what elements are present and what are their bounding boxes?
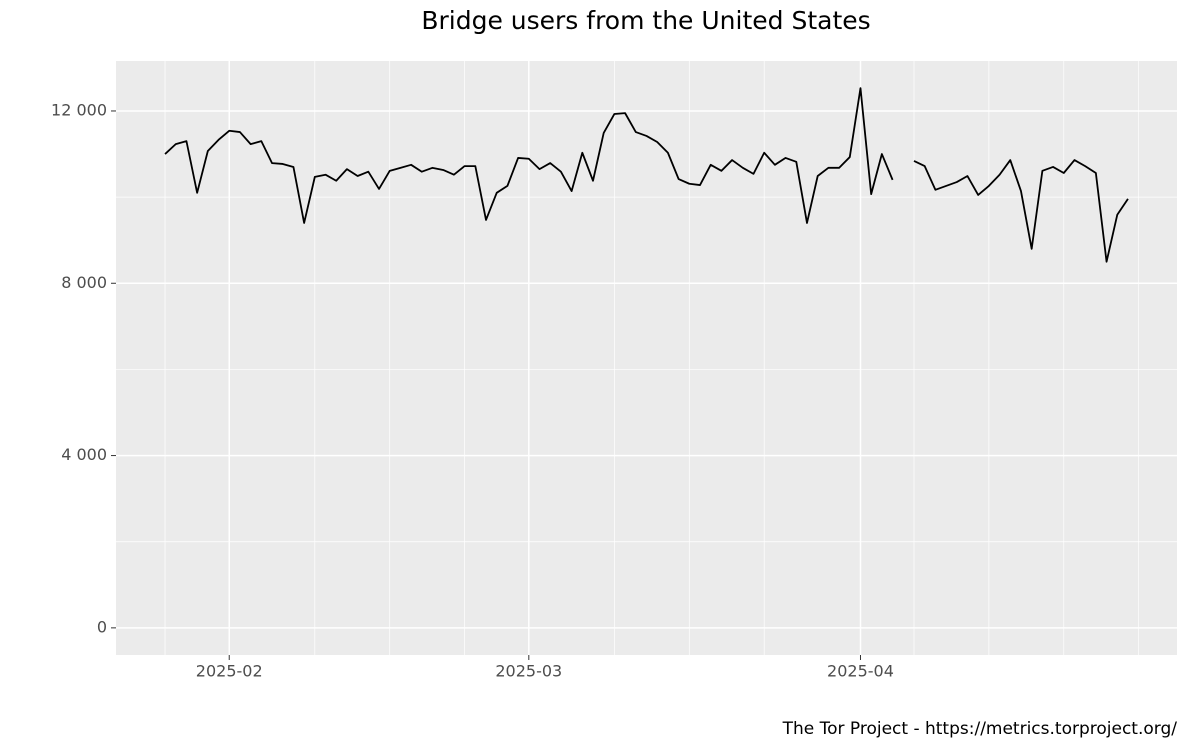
x-tick-label: 2025-04 bbox=[827, 662, 894, 681]
x-tick-label: 2025-02 bbox=[196, 662, 263, 681]
data-line bbox=[164, 87, 1129, 263]
plot-panel bbox=[116, 61, 1177, 655]
y-tick-label: 8 000 bbox=[61, 273, 107, 292]
y-tick-label: 12 000 bbox=[51, 100, 107, 119]
x-tick-label: 2025-03 bbox=[495, 662, 562, 681]
y-tick-label: 0 bbox=[97, 617, 107, 636]
chart-title: Bridge users from the United States bbox=[421, 6, 870, 35]
caption: The Tor Project - https://metrics.torpro… bbox=[782, 719, 1178, 739]
y-tick-label: 4 000 bbox=[61, 445, 107, 464]
